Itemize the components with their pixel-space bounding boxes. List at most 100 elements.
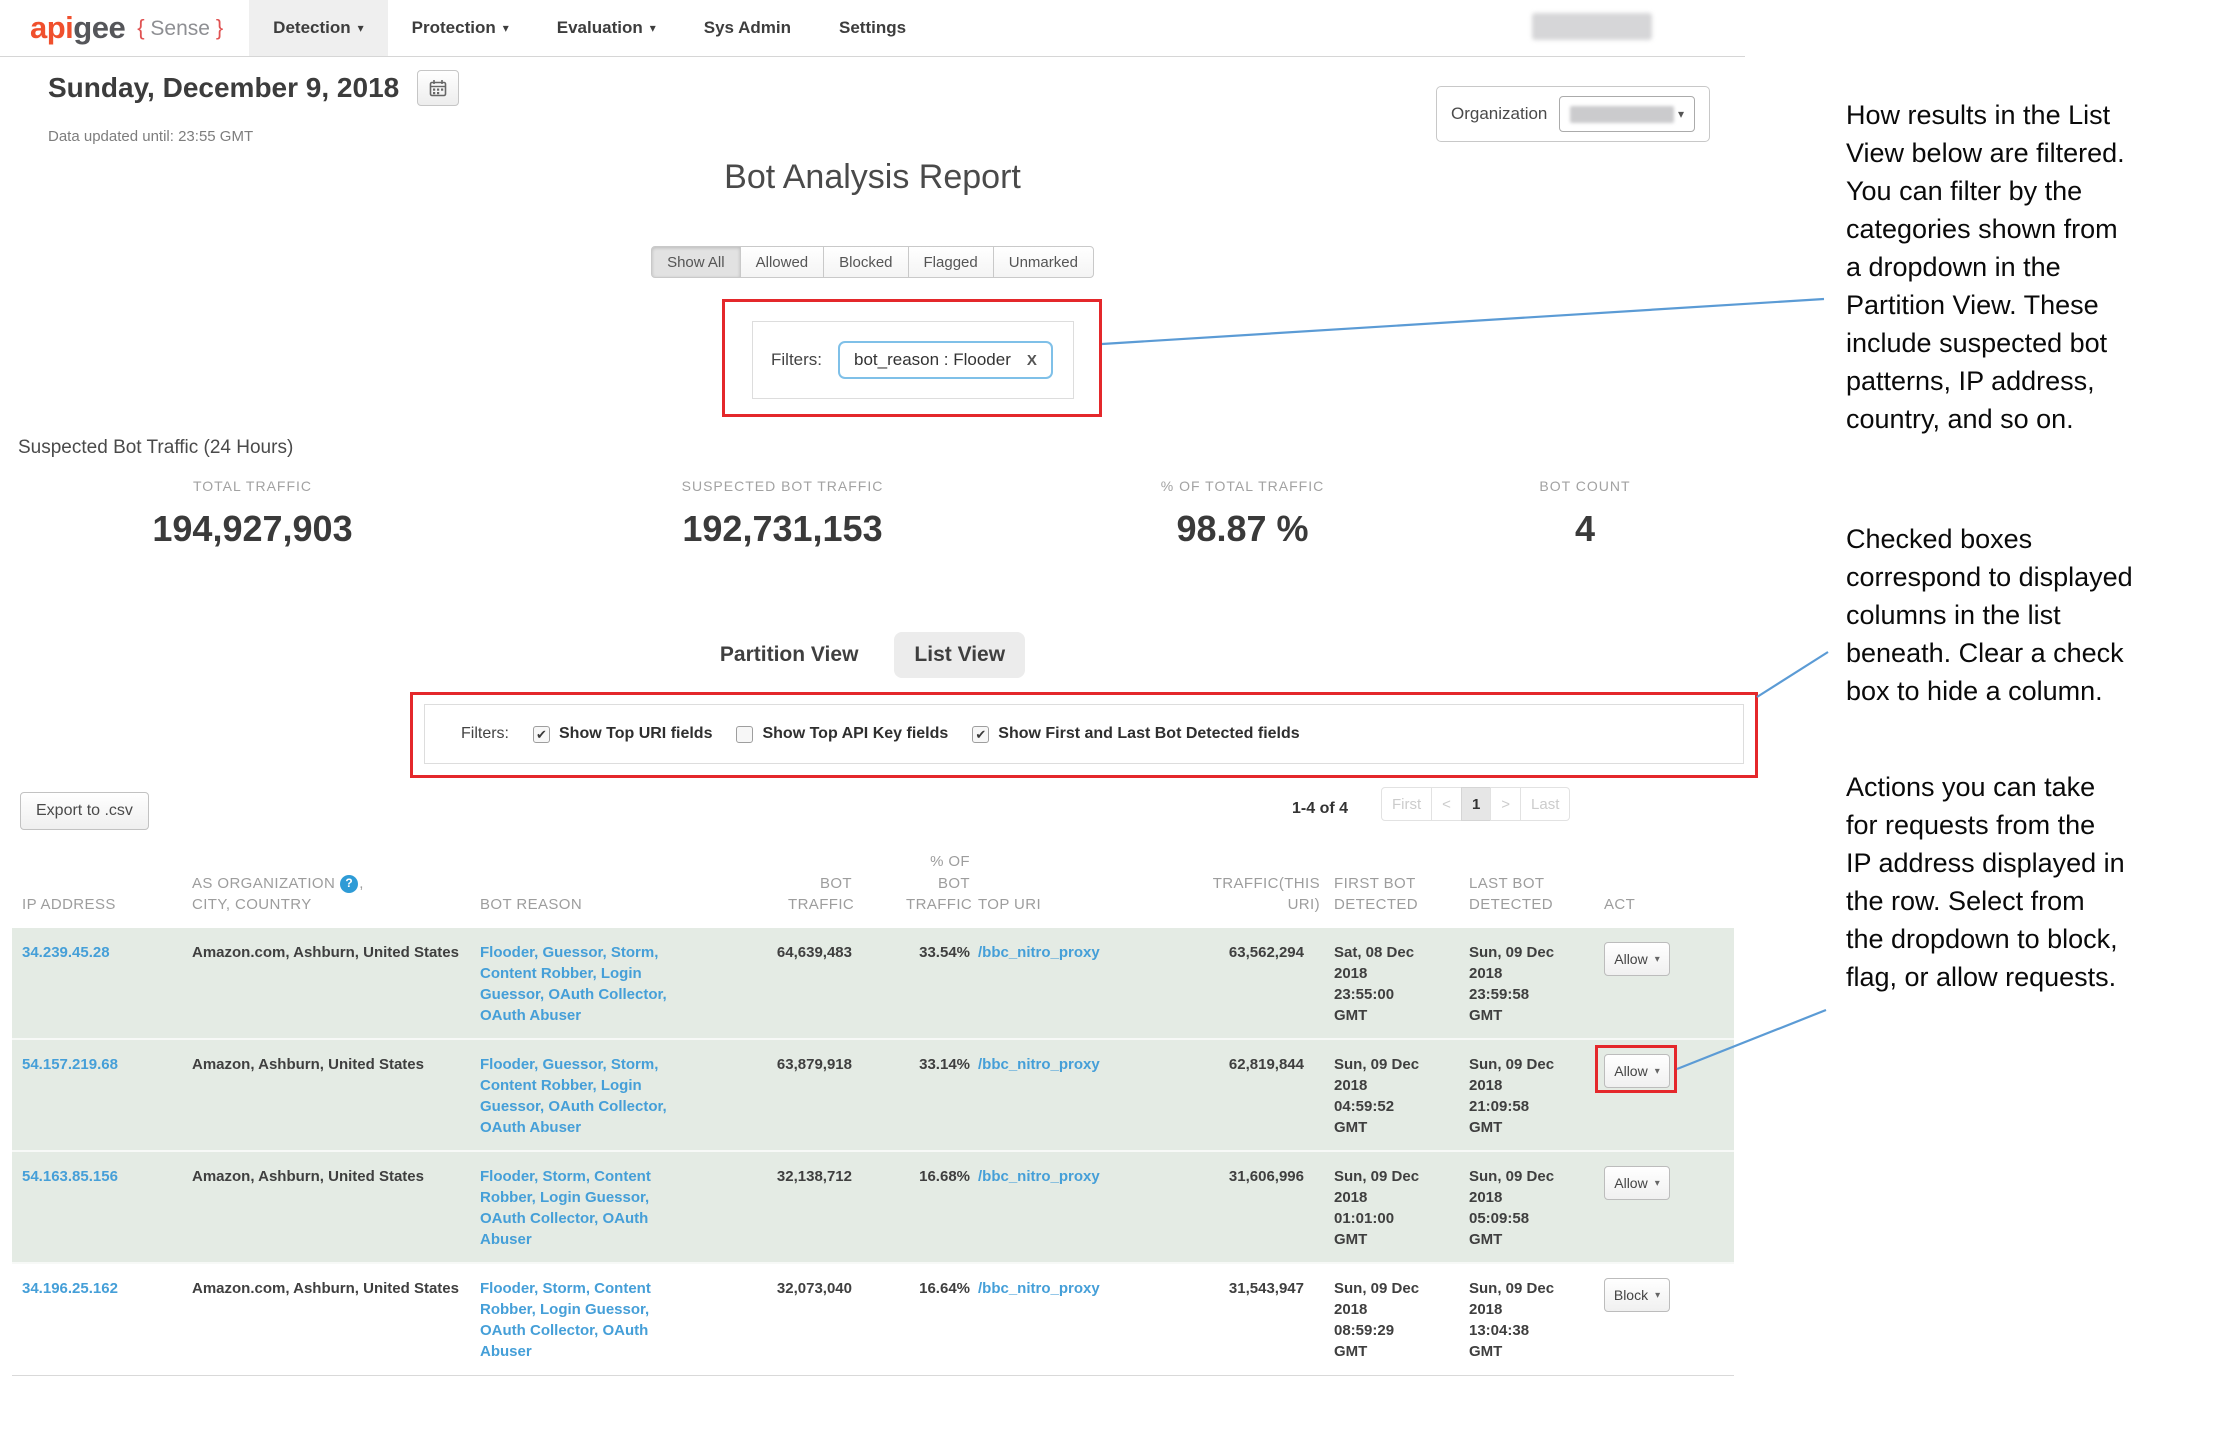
filter-bar: Filters: bot_reason : Flooder X (752, 321, 1074, 399)
bot-reason-links[interactable]: Flooder, Storm, Content Robber, Login Gu… (480, 1168, 651, 1248)
traffic-this-uri-cell: 31,606,996 (1158, 1152, 1328, 1262)
chevron-down-icon: ▾ (1655, 1066, 1660, 1077)
chevron-down-icon: ▾ (1655, 954, 1660, 965)
ip-address-link[interactable]: 54.163.85.156 (22, 1168, 118, 1185)
as-organization-cell: Amazon, Ashburn, United States (192, 1040, 480, 1150)
action-dropdown[interactable]: Allow▾ (1604, 1166, 1670, 1200)
pagination-prev-button[interactable]: < (1431, 787, 1462, 821)
chevron-down-icon: ▾ (358, 21, 364, 35)
nav-item-sys-admin[interactable]: Sys Admin (680, 0, 815, 56)
chevron-down-icon: ▾ (503, 21, 509, 35)
bot-reason-links[interactable]: Flooder, Guessor, Storm, Content Robber,… (480, 1056, 667, 1136)
header-traffic-this-uri: TRAFFIC(THIS URI) (1158, 845, 1328, 928)
report-date: Sunday, December 9, 2018 (48, 72, 399, 104)
tab-allowed[interactable]: Allowed (740, 246, 825, 278)
pct-bot-traffic-cell: 33.14% (860, 1040, 978, 1150)
section-title: Suspected Bot Traffic (24 Hours) (18, 437, 293, 459)
action-dropdown[interactable]: Allow▾ (1604, 1054, 1670, 1088)
top-uri-link[interactable]: /bbc_nitro_proxy (978, 1280, 1100, 1297)
checkbox-show-top-uri[interactable]: ✔ Show Top URI fields (533, 725, 712, 743)
first-bot-detected-cell: Sun, 09 Dec 2018 01:01:00 GMT (1328, 1152, 1436, 1262)
action-dropdown[interactable]: Allow▾ (1604, 942, 1670, 976)
apigee-sense-logo[interactable]: apigee { Sense } (30, 0, 223, 56)
pagination-first-button[interactable]: First (1381, 787, 1432, 821)
organization-box: Organization ▾ (1436, 86, 1710, 142)
ip-address-link[interactable]: 54.157.219.68 (22, 1056, 118, 1073)
annotation-actions: Actions you can take for requests from t… (1846, 768, 2212, 996)
top-uri-link[interactable]: /bbc_nitro_proxy (978, 1056, 1100, 1073)
tab-show-all[interactable]: Show All (651, 246, 741, 278)
checkbox-show-first-last-bot[interactable]: ✔ Show First and Last Bot Detected field… (972, 725, 1299, 743)
organization-label: Organization (1451, 104, 1547, 124)
stats-row: TOTAL TRAFFIC 194,927,903 SUSPECTED BOT … (0, 478, 1745, 550)
pagination-next-button[interactable]: > (1490, 787, 1521, 821)
bot-reason-links[interactable]: Flooder, Storm, Content Robber, Login Gu… (480, 1280, 651, 1360)
ip-address-link[interactable]: 34.239.45.28 (22, 944, 110, 961)
checkbox-icon[interactable]: ✔ (533, 726, 550, 743)
checkbox-icon[interactable]: ✔ (972, 726, 989, 743)
filter-chip-bot-reason[interactable]: bot_reason : Flooder X (838, 341, 1053, 379)
table-row: 34.196.25.162 Amazon.com, Ashburn, Unite… (12, 1264, 1734, 1376)
tab-flagged[interactable]: Flagged (908, 246, 994, 278)
table-row: 54.163.85.156 Amazon, Ashburn, United St… (12, 1152, 1734, 1264)
checkbox-label: Show Top URI fields (559, 725, 712, 743)
pagination-range: 1-4 of 4 (1292, 800, 1348, 818)
bot-reason-links[interactable]: Flooder, Guessor, Storm, Content Robber,… (480, 944, 667, 1024)
organization-value-redacted (1570, 106, 1674, 123)
list-filter-bar: Filters: ✔ Show Top URI fields Show Top … (424, 704, 1744, 764)
last-bot-detected-cell: Sun, 09 Dec 2018 13:04:38 GMT (1463, 1264, 1571, 1375)
date-block: Sunday, December 9, 2018 (48, 70, 459, 106)
close-icon[interactable]: X (1027, 352, 1037, 369)
pagination-page-1-button[interactable]: 1 (1461, 787, 1491, 821)
tab-list-view[interactable]: List View (894, 632, 1025, 678)
tab-partition-view[interactable]: Partition View (720, 643, 858, 667)
nav-item-settings[interactable]: Settings (815, 0, 930, 56)
header-bot-traffic: BOT TRAFFIC (690, 845, 860, 928)
checkbox-icon[interactable] (736, 726, 753, 743)
top-uri-link[interactable]: /bbc_nitro_proxy (978, 1168, 1100, 1185)
stat-total-traffic: TOTAL TRAFFIC 194,927,903 (0, 478, 505, 550)
traffic-this-uri-cell: 62,819,844 (1158, 1040, 1328, 1150)
header-top-uri: TOP URI (978, 845, 1158, 928)
pagination-last-button[interactable]: Last (1520, 787, 1570, 821)
action-dropdown[interactable]: Block▾ (1604, 1278, 1670, 1312)
checkbox-label: Show Top API Key fields (762, 725, 948, 743)
organization-select[interactable]: ▾ (1559, 96, 1695, 132)
logo-gee: gee (73, 10, 125, 46)
checkbox-show-top-api-key[interactable]: Show Top API Key fields (736, 725, 948, 743)
header-first-bot-detected: FIRST BOT DETECTED (1328, 845, 1436, 928)
stat-label: BOT COUNT (1425, 478, 1745, 494)
filters-label: Filters: (771, 350, 822, 370)
nav-item-label: Sys Admin (704, 18, 791, 38)
stat-bot-count: BOT COUNT 4 (1425, 478, 1745, 550)
header-pct-bot-traffic: % OF BOT TRAFFIC (860, 845, 978, 928)
last-bot-detected-cell: Sun, 09 Dec 2018 23:59:58 GMT (1463, 928, 1571, 1038)
first-bot-detected-cell: Sun, 09 Dec 2018 08:59:29 GMT (1328, 1264, 1436, 1375)
pagination: First < 1 > Last (1382, 787, 1570, 821)
table-row: 34.239.45.28 Amazon.com, Ashburn, United… (12, 928, 1734, 1040)
checkbox-label: Show First and Last Bot Detected fields (998, 725, 1299, 743)
traffic-this-uri-cell: 31,543,947 (1158, 1264, 1328, 1375)
view-toggle: Partition View List View (0, 632, 1745, 678)
as-organization-cell: Amazon.com, Ashburn, United States (192, 1264, 480, 1375)
top-uri-link[interactable]: /bbc_nitro_proxy (978, 944, 1100, 961)
stat-suspected-bot-traffic: SUSPECTED BOT TRAFFIC 192,731,153 (505, 478, 1060, 550)
as-organization-cell: Amazon, Ashburn, United States (192, 1152, 480, 1262)
header-ip-address: IP ADDRESS (22, 845, 192, 928)
tab-unmarked[interactable]: Unmarked (993, 246, 1094, 278)
header-last-bot-detected: LAST BOT DETECTED (1463, 845, 1571, 928)
ip-address-link[interactable]: 34.196.25.162 (22, 1280, 118, 1297)
help-icon[interactable]: ? (340, 875, 358, 893)
tab-blocked[interactable]: Blocked (823, 246, 908, 278)
pct-bot-traffic-cell: 16.68% (860, 1152, 978, 1262)
stat-value: 194,927,903 (0, 508, 505, 550)
last-bot-detected-cell: Sun, 09 Dec 2018 05:09:58 GMT (1463, 1152, 1571, 1262)
nav-item-evaluation[interactable]: Evaluation ▾ (533, 0, 680, 56)
calendar-button[interactable] (417, 70, 459, 106)
chevron-down-icon: ▾ (1678, 107, 1684, 121)
nav-item-detection[interactable]: Detection ▾ (249, 0, 388, 56)
bot-analysis-page: apigee { Sense } Detection ▾ Protection … (0, 0, 2216, 1433)
export-csv-button[interactable]: Export to .csv (20, 792, 149, 830)
chevron-down-icon: ▾ (1655, 1178, 1660, 1189)
nav-item-protection[interactable]: Protection ▾ (388, 0, 533, 56)
